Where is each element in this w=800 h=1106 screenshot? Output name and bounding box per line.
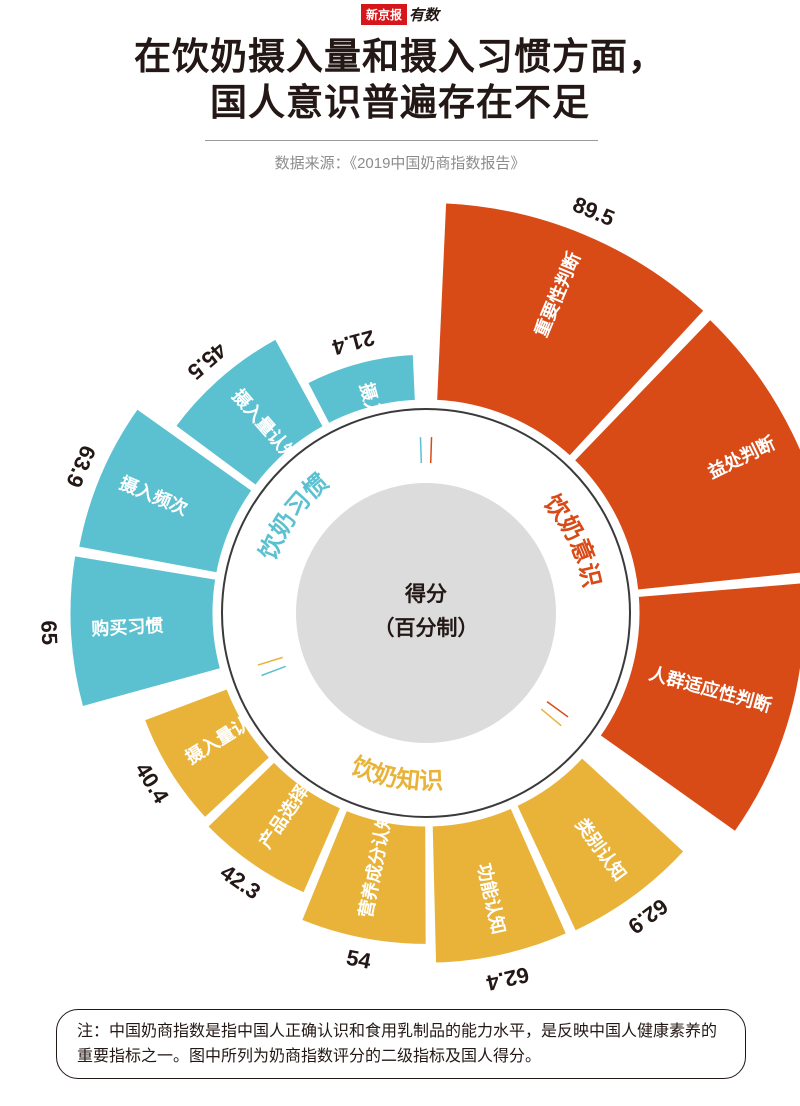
category-label: 购买习惯: [91, 615, 164, 640]
bar-购买习惯: [67, 552, 224, 710]
radial-bar-chart: 重要性判断89.5益处判断88.6人群适应性判断75.1类别认知62.9功能认知…: [36, 192, 800, 996]
bar-类别认知: [513, 754, 688, 935]
bar-摄入习惯: [304, 351, 418, 427]
ring-tick: [419, 437, 423, 464]
ring-tick: [546, 700, 569, 718]
ring-tick: [261, 665, 287, 677]
title-divider: [205, 140, 598, 141]
ring-tick: [429, 437, 433, 464]
bar-功能认知: [429, 804, 570, 966]
bar-重要性判断: [434, 200, 708, 460]
value-label: 21.4: [329, 325, 378, 360]
bar-营养成分认知: [298, 807, 429, 947]
value-label: 62.4: [483, 962, 531, 996]
value-label: 89.5: [569, 192, 618, 232]
page-title: 在饮奶摄入量和摄入习惯方面， 国人意识普遍存在不足: [0, 34, 800, 126]
center-subtitle: （百分制）: [374, 616, 479, 640]
brand-logo: 新京报 有数: [0, 4, 800, 25]
footnote: 注：中国奶商指数是指中国人正确认识和食用乳制品的能力水平，是反映中国人健康素养的…: [56, 1009, 746, 1079]
bar-人群适应性判断: [596, 580, 800, 835]
value-label: 65: [36, 620, 62, 646]
ring-tick: [540, 708, 562, 727]
title-line-1: 在饮奶摄入量和摄入习惯方面，: [134, 36, 666, 77]
bar-益处判断: [570, 315, 800, 593]
bar-摄入量认知: [141, 685, 274, 822]
brand-name: 新京报: [360, 4, 407, 25]
value-label: 54: [344, 945, 374, 974]
bar-摄入量认知: [172, 335, 327, 489]
data-source: 数据来源：《2019中国奶商指数报告》: [274, 155, 526, 172]
center-title: 得分: [404, 582, 447, 606]
center-circle: [296, 483, 556, 743]
title-line-2: 国人意识普遍存在不足: [210, 82, 590, 123]
bar-产品选择认知: [204, 758, 344, 897]
brand-sub: 有数: [409, 6, 440, 24]
bar-摄入频次: [75, 405, 256, 576]
inner-ring-outline: [221, 408, 631, 818]
ring-tick: [257, 656, 283, 666]
